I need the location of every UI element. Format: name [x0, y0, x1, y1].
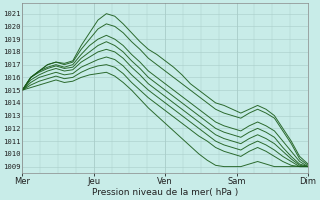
X-axis label: Pression niveau de la mer( hPa ): Pression niveau de la mer( hPa ): [92, 188, 238, 197]
